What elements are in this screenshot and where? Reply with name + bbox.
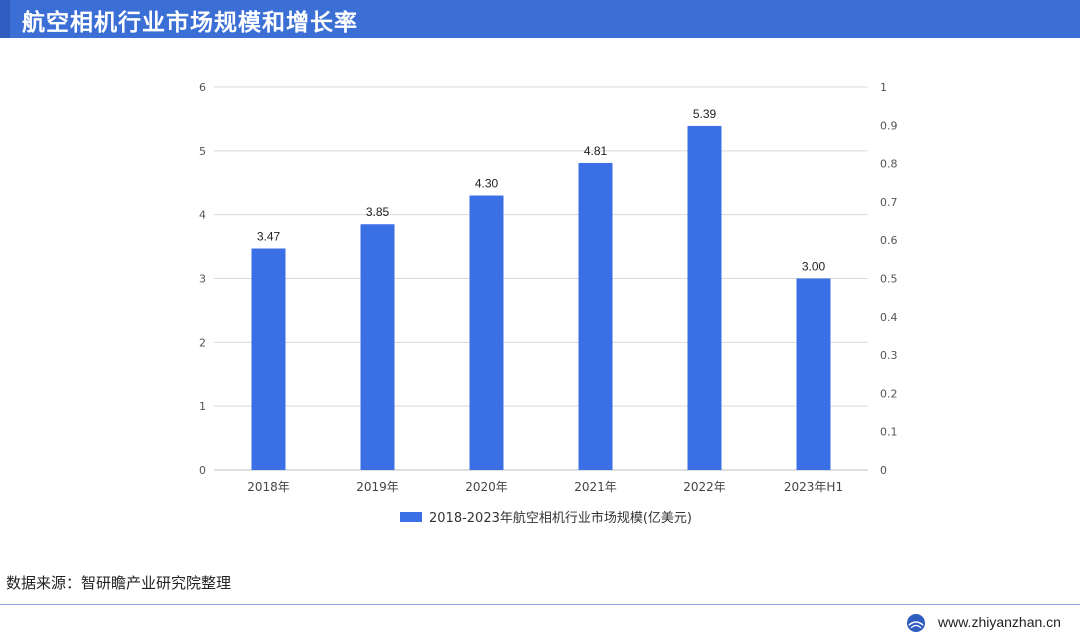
footer-divider [0,604,1080,605]
y2-tick-label: 0.4 [880,311,898,324]
y2-tick-label: 0.7 [880,196,898,209]
data-label: 3.00 [802,260,826,274]
data-label: 4.30 [475,177,499,191]
y-tick-label: 4 [199,209,206,222]
page-title: 航空相机行业市场规模和增长率 [22,10,358,36]
y-axis-left: 0 1 2 3 4 5 6 [199,81,206,477]
data-source: 数据来源：智研瞻产业研究院整理 [6,574,232,592]
x-tick-label: 2022年 [683,480,726,494]
y-tick-label: 1 [199,400,206,413]
bar [251,248,286,470]
y2-tick-label: 0.5 [880,273,898,286]
data-label: 4.81 [584,144,608,158]
bar [578,162,613,470]
x-tick-label: 2023年H1 [784,480,843,494]
y2-tick-label: 0.3 [880,349,898,362]
footer-url[interactable]: www.zhiyanzhan.cn [938,614,1061,630]
bar [687,125,722,471]
y2-tick-label: 0.9 [880,119,898,132]
legend-swatch [400,512,422,522]
legend: 2018-2023年航空相机行业市场规模(亿美元) [400,510,692,526]
x-tick-label: 2018年 [247,480,290,494]
y2-tick-label: 1 [880,81,887,94]
data-label: 5.39 [693,107,717,121]
x-tick-label: 2021年 [574,480,617,494]
legend-label: 2018-2023年航空相机行业市场规模(亿美元) [429,510,692,526]
data-labels: 3.47 3.85 4.30 4.81 5.39 3.00 [257,107,826,274]
y-tick-label: 6 [199,81,206,94]
grid-lines [214,86,868,471]
y-axis-right: 0 0.1 0.2 0.3 0.4 0.5 0.6 0.7 0.8 0.9 1 [880,81,898,477]
y2-tick-label: 0.6 [880,234,898,247]
y-tick-label: 5 [199,145,206,158]
y-tick-label: 2 [199,336,206,349]
x-tick-label: 2019年 [356,480,399,494]
header-accent [0,0,10,38]
y2-tick-label: 0 [880,464,887,477]
y-tick-label: 3 [199,273,206,286]
bar [360,224,395,470]
globe-logo-icon [907,614,925,632]
bar [796,278,831,470]
bars [251,125,831,471]
y-tick-label: 0 [199,464,206,477]
bar [469,195,504,470]
header-bar [0,0,1080,38]
data-label: 3.85 [366,205,390,219]
x-tick-label: 2020年 [465,480,508,494]
y2-tick-label: 0.8 [880,158,898,171]
y2-tick-label: 0.1 [880,426,898,439]
y2-tick-label: 0.2 [880,387,898,400]
data-label: 3.47 [257,229,281,243]
bar-chart: 3.47 3.85 4.30 4.81 5.39 3.00 0 1 2 3 4 5 6 0 0.1 0.2… [199,81,898,526]
x-axis: 2018年 2019年 2020年 2021年 2022年 2023年H1 [247,480,843,494]
